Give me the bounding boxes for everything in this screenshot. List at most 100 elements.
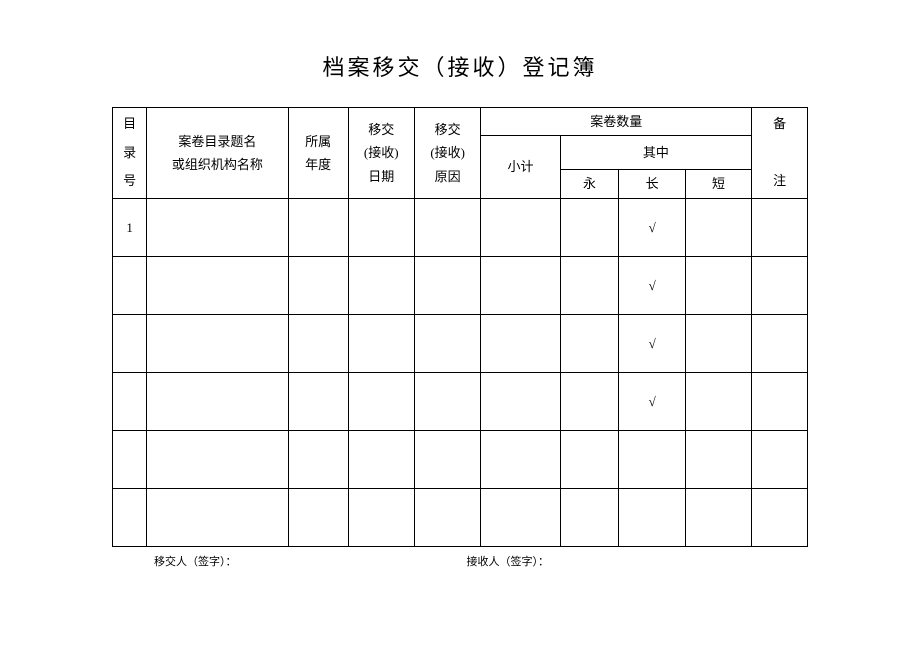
hdr-index: 目 录 号 xyxy=(113,108,147,199)
hdr-date-l1: 移交 xyxy=(368,122,394,137)
cell-c2 xyxy=(147,314,288,372)
hdr-index-ch2: 录 xyxy=(123,145,136,160)
hdr-name-l1: 案卷目录题名 xyxy=(178,134,256,149)
cell-c6 xyxy=(481,256,560,314)
cell-c3 xyxy=(288,256,348,314)
cell-c2 xyxy=(147,198,288,256)
hdr-year-l2: 年度 xyxy=(305,157,331,172)
cell-c8: √ xyxy=(619,314,685,372)
hdr-qty-group: 案卷数量 xyxy=(481,108,752,136)
cell-c6 xyxy=(481,198,560,256)
hdr-index-ch1: 目 xyxy=(123,116,136,131)
cell-c2 xyxy=(147,372,288,430)
cell-c2 xyxy=(147,488,288,546)
cell-c2 xyxy=(147,430,288,488)
cell-c8: √ xyxy=(619,256,685,314)
hdr-reason: 移交 (接收) 原因 xyxy=(414,108,480,199)
cell-c6 xyxy=(481,430,560,488)
hdr-date: 移交 (接收) 日期 xyxy=(348,108,414,199)
cell-c10 xyxy=(752,372,808,430)
cell-c8 xyxy=(619,488,685,546)
hdr-long: 长 xyxy=(619,170,685,198)
cell-c1 xyxy=(113,256,147,314)
page-title: 档案移交（接收）登记簿 xyxy=(0,0,920,107)
cell-c9 xyxy=(685,314,751,372)
cell-c6 xyxy=(481,372,560,430)
hdr-date-l2: (接收) xyxy=(364,145,399,160)
hdr-remark-ch2: 注 xyxy=(773,173,786,188)
footer-handover: 移交人（签字）： xyxy=(154,553,237,569)
cell-c7 xyxy=(560,256,619,314)
cell-c8: √ xyxy=(619,372,685,430)
hdr-year-l1: 所属 xyxy=(305,134,331,149)
cell-c4 xyxy=(348,314,414,372)
cell-c7 xyxy=(560,488,619,546)
cell-c8 xyxy=(619,430,685,488)
hdr-subtotal: 小计 xyxy=(481,136,560,198)
cell-c1 xyxy=(113,488,147,546)
cell-c10 xyxy=(752,430,808,488)
cell-c4 xyxy=(348,430,414,488)
hdr-name: 案卷目录题名 或组织机构名称 xyxy=(147,108,288,199)
cell-c5 xyxy=(414,488,480,546)
hdr-year: 所属 年度 xyxy=(288,108,348,199)
hdr-date-l3: 日期 xyxy=(368,169,394,184)
hdr-short: 短 xyxy=(685,170,751,198)
cell-c4 xyxy=(348,488,414,546)
cell-c1 xyxy=(113,430,147,488)
hdr-perm: 永 xyxy=(560,170,619,198)
table-row: 1√ xyxy=(113,198,808,256)
table-row xyxy=(113,488,808,546)
cell-c10 xyxy=(752,198,808,256)
cell-c5 xyxy=(414,256,480,314)
cell-c4 xyxy=(348,372,414,430)
cell-c4 xyxy=(348,198,414,256)
cell-c3 xyxy=(288,198,348,256)
hdr-reason-l3: 原因 xyxy=(435,169,461,184)
cell-c5 xyxy=(414,198,480,256)
cell-c4 xyxy=(348,256,414,314)
table-row: √ xyxy=(113,314,808,372)
hdr-remark: 备 注 xyxy=(752,108,808,199)
cell-c6 xyxy=(481,488,560,546)
table-body: 1√√√√ xyxy=(113,198,808,546)
cell-c2 xyxy=(147,256,288,314)
cell-c5 xyxy=(414,430,480,488)
cell-c3 xyxy=(288,314,348,372)
table-row xyxy=(113,430,808,488)
cell-c7 xyxy=(560,198,619,256)
cell-c9 xyxy=(685,430,751,488)
cell-c3 xyxy=(288,488,348,546)
cell-c7 xyxy=(560,372,619,430)
hdr-index-ch3: 号 xyxy=(123,173,136,188)
cell-c5 xyxy=(414,314,480,372)
cell-c9 xyxy=(685,372,751,430)
cell-c9 xyxy=(685,256,751,314)
cell-c7 xyxy=(560,314,619,372)
hdr-among: 其中 xyxy=(560,136,752,170)
cell-c10 xyxy=(752,488,808,546)
hdr-reason-l1: 移交 xyxy=(435,122,461,137)
cell-c1 xyxy=(113,314,147,372)
cell-c1 xyxy=(113,372,147,430)
hdr-name-l2: 或组织机构名称 xyxy=(172,157,263,172)
register-table-wrap: 目 录 号 案卷目录题名 或组织机构名称 所属 年度 移交 (接收) 日期 xyxy=(112,107,808,547)
cell-c6 xyxy=(481,314,560,372)
cell-c9 xyxy=(685,488,751,546)
register-table: 目 录 号 案卷目录题名 或组织机构名称 所属 年度 移交 (接收) 日期 xyxy=(112,107,808,547)
cell-c9 xyxy=(685,198,751,256)
cell-c5 xyxy=(414,372,480,430)
cell-c1: 1 xyxy=(113,198,147,256)
cell-c3 xyxy=(288,430,348,488)
cell-c10 xyxy=(752,314,808,372)
table-header: 目 录 号 案卷目录题名 或组织机构名称 所属 年度 移交 (接收) 日期 xyxy=(113,108,808,199)
table-row: √ xyxy=(113,256,808,314)
footer-receiver: 接收人（签字）： xyxy=(467,553,550,569)
hdr-reason-l2: (接收) xyxy=(430,145,465,160)
cell-c10 xyxy=(752,256,808,314)
footer: 移交人（签字）： 接收人（签字）： xyxy=(112,553,808,569)
cell-c3 xyxy=(288,372,348,430)
cell-c7 xyxy=(560,430,619,488)
cell-c8: √ xyxy=(619,198,685,256)
hdr-remark-ch1: 备 xyxy=(773,116,786,131)
